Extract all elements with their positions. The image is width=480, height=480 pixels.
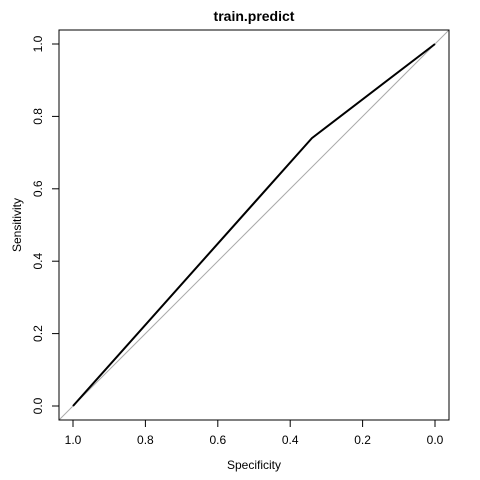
y-tick-label: 0.0: [31, 397, 45, 414]
y-tick-label: 0.2: [31, 325, 45, 342]
x-tick-label: 0.2: [354, 433, 371, 447]
x-tick-label: 0.4: [282, 433, 299, 447]
chart-title: train.predict: [214, 8, 295, 24]
y-axis-label: Sensitivity: [10, 198, 24, 252]
y-tick-label: 0.8: [31, 108, 45, 125]
y-tick-label: 0.6: [31, 180, 45, 197]
plot-box: [58, 29, 450, 421]
reference-diagonal-line: [58, 29, 450, 421]
x-tick-label: 0.6: [209, 433, 226, 447]
x-tick-label: 0.8: [137, 433, 154, 447]
y-axis: 0.0 0.2 0.4 0.6 0.8 1.0: [31, 35, 59, 414]
x-axis-label: Specificity: [227, 458, 281, 472]
x-axis: 1.0 0.8 0.6 0.4 0.2 0.0: [65, 420, 444, 447]
y-tick-label: 0.4: [31, 253, 45, 270]
y-tick-label: 1.0: [31, 35, 45, 52]
roc-curve-line: [72, 43, 436, 407]
x-tick-label: 1.0: [65, 433, 82, 447]
reference-line-layer: [58, 29, 450, 421]
series-layer: [72, 43, 436, 407]
x-tick-label: 0.0: [427, 433, 444, 447]
